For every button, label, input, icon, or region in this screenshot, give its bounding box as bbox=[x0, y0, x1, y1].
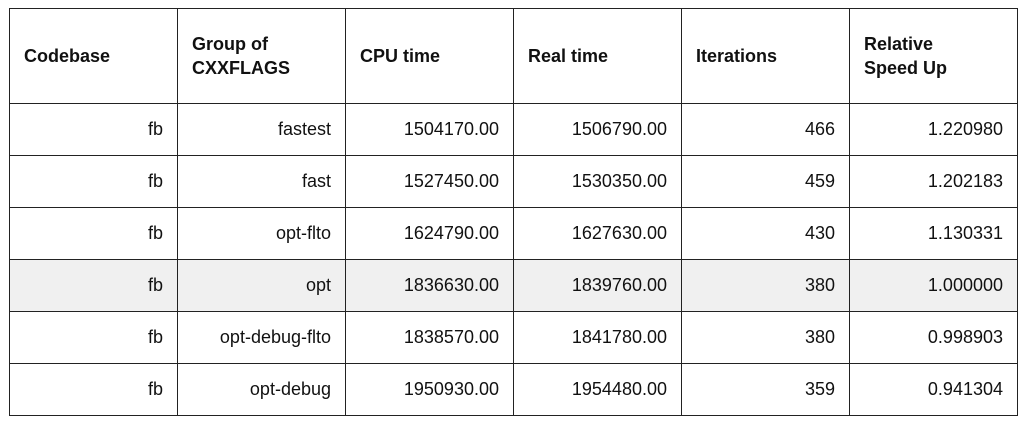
header-real-time: Real time bbox=[513, 8, 682, 104]
cell-iterations: 430 bbox=[681, 207, 850, 260]
cell-cpu-time: 1504170.00 bbox=[345, 103, 514, 156]
table-row-highlighted: fb opt 1836630.00 1839760.00 380 1.00000… bbox=[9, 259, 1018, 312]
cell-cpu-time: 1838570.00 bbox=[345, 311, 514, 364]
cell-cxxflags-group: opt-debug-flto bbox=[177, 311, 346, 364]
cell-real-time: 1530350.00 bbox=[513, 155, 682, 208]
cell-relative-speed-up: 1.220980 bbox=[849, 103, 1018, 156]
cell-codebase: fb bbox=[9, 103, 178, 156]
cell-iterations: 466 bbox=[681, 103, 850, 156]
cell-codebase: fb bbox=[9, 311, 178, 364]
cell-iterations: 380 bbox=[681, 311, 850, 364]
cell-cpu-time: 1950930.00 bbox=[345, 363, 514, 416]
table-row: fb fast 1527450.00 1530350.00 459 1.2021… bbox=[9, 155, 1018, 208]
cell-iterations: 380 bbox=[681, 259, 850, 312]
cell-real-time: 1839760.00 bbox=[513, 259, 682, 312]
cell-codebase: fb bbox=[9, 155, 178, 208]
cell-relative-speed-up: 1.130331 bbox=[849, 207, 1018, 260]
cell-iterations: 359 bbox=[681, 363, 850, 416]
cell-relative-speed-up: 1.202183 bbox=[849, 155, 1018, 208]
benchmark-table-container: Codebase Group of CXXFLAGS CPU time Real… bbox=[9, 8, 1018, 416]
table-row: fb opt-flto 1624790.00 1627630.00 430 1.… bbox=[9, 207, 1018, 260]
table-row: fb opt-debug 1950930.00 1954480.00 359 0… bbox=[9, 363, 1018, 416]
cell-real-time: 1954480.00 bbox=[513, 363, 682, 416]
benchmark-table: Codebase Group of CXXFLAGS CPU time Real… bbox=[9, 8, 1018, 416]
header-cpu-time: CPU time bbox=[345, 8, 514, 104]
header-codebase: Codebase bbox=[9, 8, 178, 104]
table-row: fb fastest 1504170.00 1506790.00 466 1.2… bbox=[9, 103, 1018, 156]
cell-cxxflags-group: opt bbox=[177, 259, 346, 312]
cell-codebase: fb bbox=[9, 207, 178, 260]
cell-relative-speed-up: 1.000000 bbox=[849, 259, 1018, 312]
cell-real-time: 1627630.00 bbox=[513, 207, 682, 260]
cell-real-time: 1506790.00 bbox=[513, 103, 682, 156]
header-iterations: Iterations bbox=[681, 8, 850, 104]
cell-real-time: 1841780.00 bbox=[513, 311, 682, 364]
cell-cxxflags-group: opt-debug bbox=[177, 363, 346, 416]
cell-relative-speed-up: 0.998903 bbox=[849, 311, 1018, 364]
cell-cxxflags-group: opt-flto bbox=[177, 207, 346, 260]
cell-relative-speed-up: 0.941304 bbox=[849, 363, 1018, 416]
header-group-of-cxxflags: Group of CXXFLAGS bbox=[177, 8, 346, 104]
cell-cxxflags-group: fastest bbox=[177, 103, 346, 156]
cell-cpu-time: 1527450.00 bbox=[345, 155, 514, 208]
table-row: fb opt-debug-flto 1838570.00 1841780.00 … bbox=[9, 311, 1018, 364]
header-relative-speed-up: Relative Speed Up bbox=[849, 8, 1018, 104]
cell-cpu-time: 1624790.00 bbox=[345, 207, 514, 260]
cell-codebase: fb bbox=[9, 363, 178, 416]
cell-cxxflags-group: fast bbox=[177, 155, 346, 208]
cell-codebase: fb bbox=[9, 259, 178, 312]
cell-iterations: 459 bbox=[681, 155, 850, 208]
header-row: Codebase Group of CXXFLAGS CPU time Real… bbox=[9, 8, 1018, 104]
cell-cpu-time: 1836630.00 bbox=[345, 259, 514, 312]
